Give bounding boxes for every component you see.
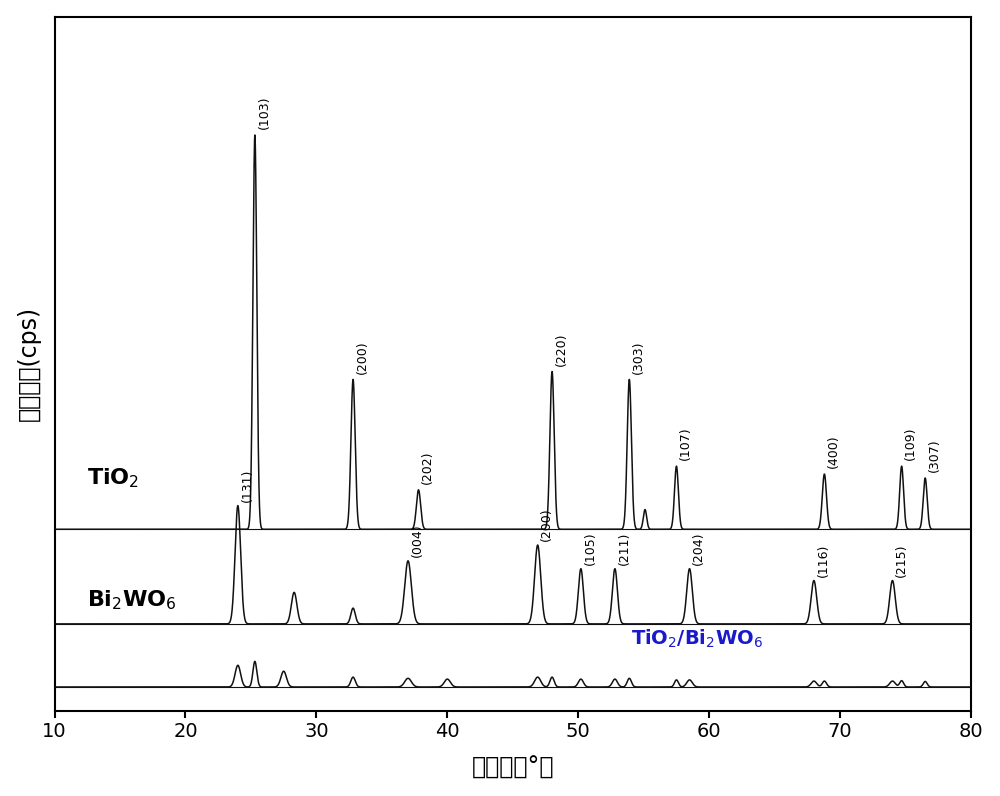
Text: (303): (303) xyxy=(632,340,645,373)
Text: (200): (200) xyxy=(356,340,369,373)
Text: (004): (004) xyxy=(411,523,424,557)
Text: TiO$_2$: TiO$_2$ xyxy=(87,466,139,490)
Text: (116): (116) xyxy=(817,543,830,576)
Text: (202): (202) xyxy=(421,451,434,484)
Text: (307): (307) xyxy=(928,439,941,472)
Text: (109): (109) xyxy=(904,427,917,460)
Text: (400): (400) xyxy=(827,435,840,468)
Text: Bi$_2$WO$_6$: Bi$_2$WO$_6$ xyxy=(87,588,177,612)
Y-axis label: 衍射强度(cps): 衍射强度(cps) xyxy=(17,306,41,421)
Text: (215): (215) xyxy=(895,543,908,576)
Text: (103): (103) xyxy=(257,96,270,129)
Text: (200): (200) xyxy=(540,508,553,541)
Text: (107): (107) xyxy=(679,427,692,460)
Text: (105): (105) xyxy=(583,531,596,564)
Text: (131): (131) xyxy=(240,468,253,501)
Text: (211): (211) xyxy=(618,532,631,564)
Text: (204): (204) xyxy=(692,531,705,564)
X-axis label: 衍射角（°）: 衍射角（°） xyxy=(472,755,554,779)
Text: TiO$_2$/Bi$_2$WO$_6$: TiO$_2$/Bi$_2$WO$_6$ xyxy=(631,627,763,650)
Text: (220): (220) xyxy=(555,332,568,365)
